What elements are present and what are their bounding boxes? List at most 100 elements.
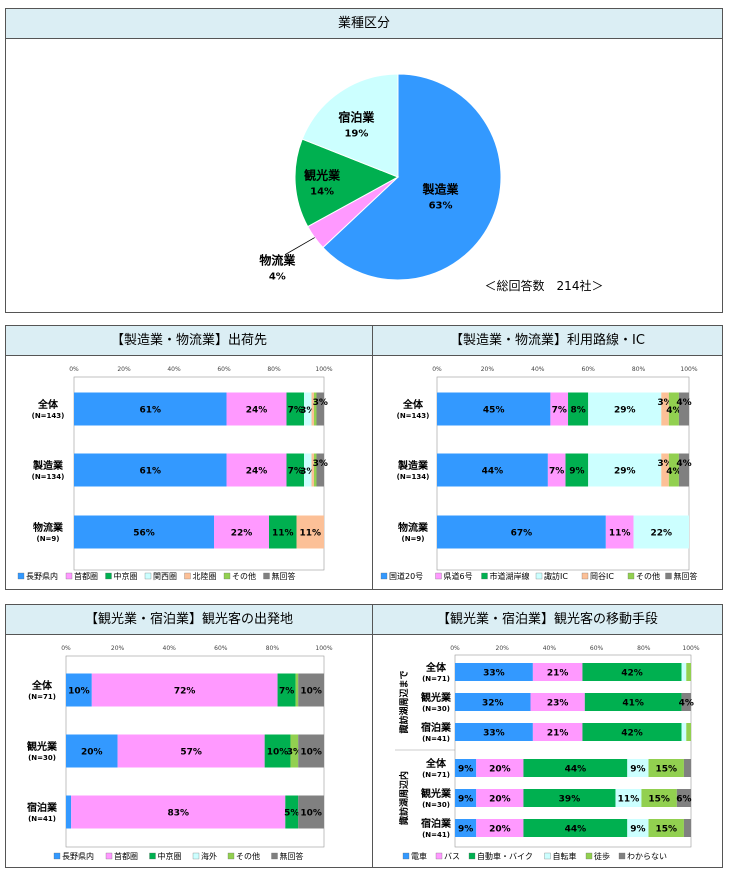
bar-segment	[550, 392, 569, 426]
bar-segment	[74, 453, 227, 487]
origin-chart: 0% 20% 40% 60% 80% 100% 10% 72% 7% 10% 全体(N=71) 20%…	[27, 645, 333, 861]
bar-value-label: 42%	[621, 729, 643, 739]
category-label: 全体	[425, 661, 447, 674]
legend-label: 首都圏	[114, 851, 138, 861]
category-label: 宿泊業	[421, 817, 452, 830]
axis-tick-label: 0%	[69, 366, 79, 373]
bar-segment	[437, 453, 548, 487]
bar-segment	[683, 759, 691, 777]
category-n-label: (N=30)	[28, 754, 56, 762]
category-n-label: (N=71)	[422, 771, 450, 779]
legend-swatch	[65, 572, 73, 580]
legend-label: 無回答	[674, 571, 698, 581]
bar-segment	[298, 795, 324, 829]
bar-value-label: 3%	[657, 398, 672, 408]
axis-tick-label: 80%	[637, 645, 651, 652]
bar-segment	[264, 734, 291, 768]
bar-segment	[269, 515, 297, 549]
legend-swatch	[17, 572, 25, 580]
move-panel: 【観光業・宿泊業】観光客の移動手段 0% 20% 40% 60% 80% 100% 33% 2…	[372, 604, 723, 868]
legend-label: 首都圏	[74, 571, 98, 581]
bar-segment	[582, 723, 682, 741]
bar-value-label: 3%	[300, 467, 315, 477]
move-chart: 0% 20% 40% 60% 80% 100%33% 21% 42%全体(N=71)32% 23…	[395, 645, 700, 861]
bar-segment	[455, 759, 477, 777]
bar-segment	[304, 453, 312, 487]
bar-value-label: 4%	[676, 398, 691, 408]
move-title: 【観光業・宿泊業】観光客の移動手段	[373, 605, 722, 635]
bar-segment	[455, 693, 531, 711]
category-label: 全体	[31, 679, 53, 692]
route-panel: 【製造業・物流業】利用路線・IC 0% 20% 40% 60% 80% 100% 45% 7%…	[372, 325, 723, 590]
group-label: 諏訪湖周辺内	[398, 771, 410, 825]
bar-value-label: 15%	[655, 765, 677, 775]
bar-segment	[71, 795, 286, 829]
bar-value-label: 23%	[547, 699, 569, 709]
bar-segment	[648, 759, 684, 777]
category-label: 全体	[37, 398, 59, 411]
ship-panel: 【製造業・物流業】出荷先 0% 20% 40% 60% 80% 100% 61% 24% 7% 3…	[5, 325, 373, 590]
pie-chart: 製造業 63% 物流業 4% 観光業 14% 宿泊業 19% ＜総回答数 214社＞	[259, 73, 603, 293]
bar-segment	[455, 819, 477, 837]
bar-segment	[314, 453, 317, 487]
bar-segment	[117, 734, 265, 768]
legend-swatch	[53, 852, 61, 860]
axis-tick-label: 100%	[315, 645, 332, 652]
legend-swatch	[535, 572, 543, 580]
bar-segment	[226, 392, 287, 426]
legend-label: 電車	[411, 851, 427, 861]
bar-segment	[295, 673, 299, 707]
bar-value-label: 3%	[657, 459, 672, 469]
pie-slice	[322, 73, 502, 281]
legend-swatch	[481, 572, 488, 580]
category-n-label: (N=30)	[422, 705, 450, 713]
category-label: 物流業	[398, 521, 429, 534]
axis-tick-label: 80%	[267, 366, 281, 373]
legend-swatch	[184, 572, 191, 580]
legend-swatch	[227, 852, 235, 860]
bar-segment	[214, 515, 269, 549]
category-n-label: (N=134)	[32, 473, 65, 481]
bar-value-label: 9%	[630, 825, 645, 835]
bar-value-label: 29%	[614, 406, 636, 416]
pie-slice-label: 19%	[344, 129, 368, 140]
bar-value-label: 3%	[313, 398, 328, 408]
bar-segment	[298, 673, 324, 707]
bar-segment	[565, 453, 589, 487]
bar-value-label: 7%	[549, 467, 564, 477]
bar-segment	[530, 693, 585, 711]
bar-value-label: 24%	[246, 467, 268, 477]
bar-value-label: 8%	[570, 406, 585, 416]
bar-value-label: 7%	[279, 687, 294, 697]
bar-segment	[532, 663, 583, 681]
bar-segment	[437, 392, 551, 426]
bar-value-label: 44%	[482, 467, 504, 477]
legend-swatch	[665, 572, 672, 580]
bar-segment	[316, 453, 324, 487]
legend-swatch	[627, 572, 635, 580]
legend-label: 国道20号	[389, 571, 423, 581]
bar-value-label: 4%	[666, 467, 681, 477]
bar-value-label: 20%	[489, 795, 511, 805]
bar-value-label: 61%	[139, 406, 161, 416]
category-n-label: (N=30)	[422, 801, 450, 809]
legend-swatch	[105, 572, 112, 580]
legend-label: 市道湖岸線	[490, 571, 530, 581]
bar-value-label: 6%	[676, 795, 691, 805]
category-n-label: (N=71)	[422, 675, 450, 683]
bar-segment	[668, 392, 679, 426]
axis-tick-label: 20%	[496, 645, 510, 652]
bar-segment	[476, 819, 524, 837]
legend-swatch	[435, 572, 442, 580]
axis-tick-label: 60%	[214, 645, 228, 652]
legend-label: 無回答	[272, 571, 296, 581]
bar-value-label: 39%	[559, 795, 581, 805]
legend-swatch	[468, 852, 476, 860]
category-n-label: (N=41)	[422, 831, 450, 839]
bar-value-label: 61%	[139, 467, 161, 477]
category-label: 観光業	[27, 740, 58, 753]
bar-segment	[316, 392, 324, 426]
legend-label: 県道6号	[444, 571, 473, 581]
category-label: 観光業	[421, 787, 452, 800]
bar-segment	[523, 789, 616, 807]
